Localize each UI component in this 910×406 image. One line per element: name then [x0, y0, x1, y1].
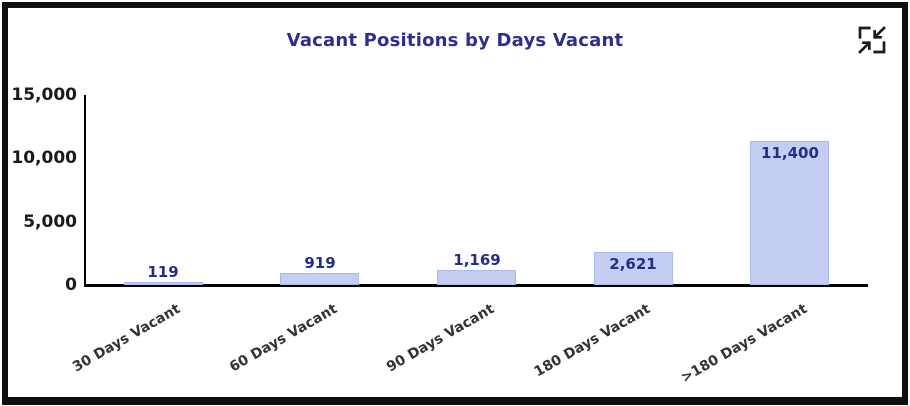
- x-axis-category-label: >180 Days Vacant: [678, 301, 810, 387]
- y-axis-tick-label: 10,000: [11, 148, 77, 168]
- x-axis-category-label: 30 Days Vacant: [69, 301, 183, 376]
- y-axis-tick-label: 15,000: [11, 85, 77, 105]
- y-axis-line: [84, 95, 86, 285]
- bar-value-label: 2,621: [609, 255, 657, 273]
- bar-value-label: 1,169: [453, 251, 501, 269]
- bar[interactable]: [280, 273, 359, 285]
- x-axis-category-label: 60 Days Vacant: [226, 301, 340, 376]
- x-axis-category-label: 90 Days Vacant: [383, 301, 497, 376]
- x-axis-line: [84, 284, 868, 287]
- chart-title: Vacant Positions by Days Vacant: [286, 30, 624, 51]
- x-axis-category-label: 180 Days Vacant: [531, 301, 653, 381]
- bar[interactable]: [750, 141, 829, 285]
- y-axis-tick-label: 5,000: [23, 212, 77, 232]
- bar-value-label: 11,400: [761, 144, 819, 162]
- bar-value-label: 919: [304, 254, 336, 272]
- collapse-chart-button[interactable]: [854, 22, 890, 58]
- y-axis-tick-label: 0: [65, 275, 77, 295]
- bar-value-label: 119: [147, 263, 179, 281]
- bar[interactable]: [594, 252, 673, 285]
- bar[interactable]: [124, 282, 203, 285]
- collapse-arrows-icon: [858, 26, 886, 54]
- bar[interactable]: [437, 270, 516, 285]
